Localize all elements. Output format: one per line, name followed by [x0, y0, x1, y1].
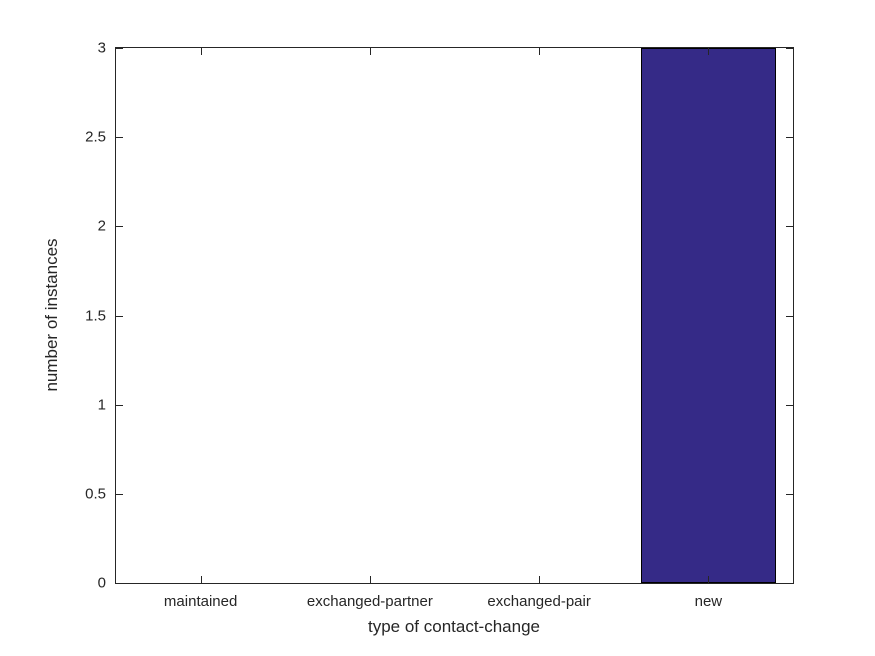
- y-tick-label: 2.5: [85, 128, 106, 146]
- y-tick-label: 3: [97, 39, 106, 57]
- y-tick-label: 2: [97, 217, 106, 235]
- x-tick-label-exchanged-partner: exchanged-partner: [306, 593, 433, 610]
- x-tick-mark-top: [708, 48, 710, 55]
- y-tick-mark-right: [786, 404, 793, 406]
- y-tick-mark-left: [116, 404, 123, 406]
- x-tick-label-maintained: maintained: [163, 593, 238, 610]
- y-tick-mark-right: [786, 48, 793, 49]
- y-tick-mark-left: [116, 583, 123, 584]
- x-tick-mark-top: [369, 48, 371, 55]
- x-tick-label-new: new: [694, 593, 723, 610]
- x-tick-mark-bottom: [369, 576, 371, 583]
- y-tick-mark-left: [116, 315, 123, 317]
- x-axis-label: type of contact-change: [367, 617, 541, 636]
- x-tick-mark-top: [200, 48, 202, 55]
- x-tick-mark-bottom: [708, 576, 710, 583]
- x-tick-mark-bottom: [539, 576, 541, 583]
- y-tick-mark-right: [786, 315, 793, 317]
- y-tick-mark-right: [786, 137, 793, 139]
- y-tick-mark-left: [116, 226, 123, 228]
- x-tick-mark-top: [539, 48, 541, 55]
- y-tick-mark-left: [116, 493, 123, 495]
- y-tick-mark-right: [786, 583, 793, 584]
- y-tick-label: 1: [97, 396, 106, 414]
- x-tick-mark-bottom: [200, 576, 202, 583]
- y-tick-mark-right: [786, 493, 793, 495]
- x-tick-label-exchanged-pair: exchanged-pair: [487, 593, 591, 610]
- bar-new: [640, 48, 777, 583]
- y-tick-mark-left: [116, 137, 123, 139]
- y-tick-label: 1.5: [85, 307, 106, 324]
- y-tick-mark-right: [786, 226, 793, 228]
- y-tick-label: 0: [97, 574, 106, 592]
- plot-area: [115, 47, 794, 584]
- y-tick-mark-left: [116, 48, 123, 49]
- y-tick-label: 0.5: [85, 485, 106, 503]
